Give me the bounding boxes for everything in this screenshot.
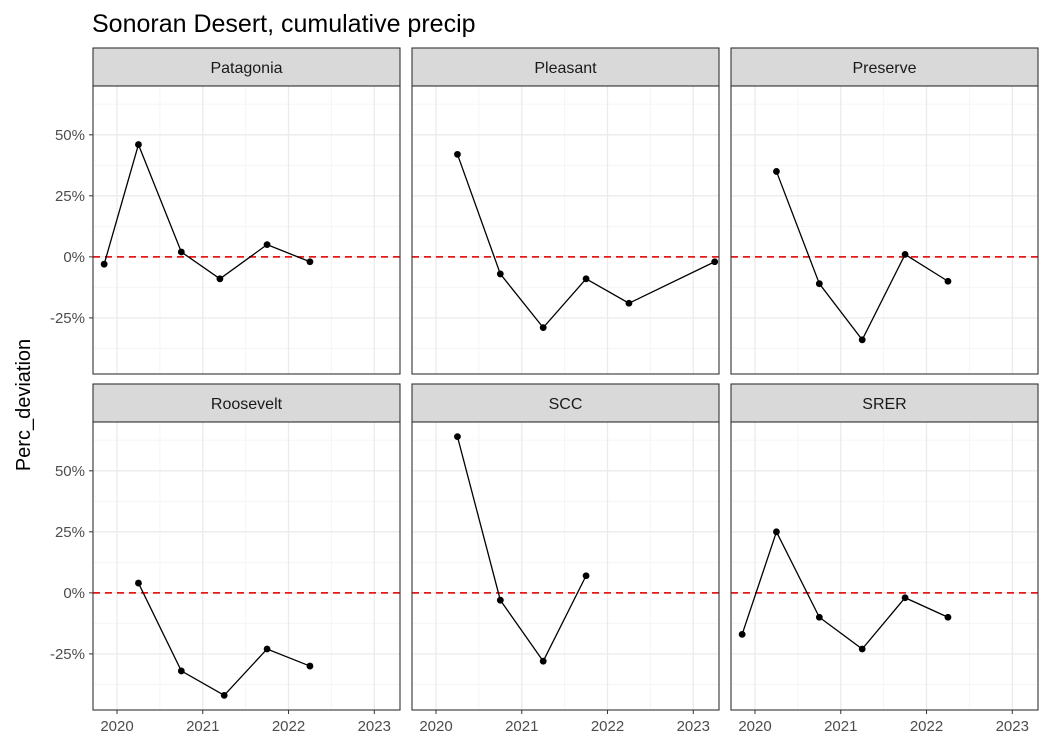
panel-border: [411, 85, 720, 375]
data-point: [944, 613, 952, 621]
facet-strip-label: Pleasant: [534, 60, 597, 77]
facet-strip: [730, 47, 1039, 87]
y-tick-label: 0%: [63, 249, 85, 266]
data-point: [858, 336, 866, 344]
x-tick-label: 2021: [186, 718, 219, 735]
y-tick-label: -25%: [50, 310, 85, 327]
x-tick-label: 2023: [996, 718, 1029, 735]
panel-border: [730, 85, 1039, 375]
x-tick-label: 2023: [677, 718, 710, 735]
x-tick-label: 2020: [100, 718, 133, 735]
data-point: [306, 258, 314, 266]
data-point: [216, 275, 224, 283]
x-tick-label: 2022: [272, 718, 305, 735]
data-point: [582, 572, 590, 580]
y-tick-label: 50%: [55, 127, 85, 144]
y-tick-label: 25%: [55, 524, 85, 541]
data-point: [539, 324, 547, 332]
data-point: [177, 667, 185, 675]
x-tick-label: 2022: [910, 718, 943, 735]
data-point: [815, 280, 823, 288]
facet-strip: [411, 47, 720, 87]
data-point: [711, 258, 719, 266]
data-point: [815, 613, 823, 621]
data-point: [263, 645, 271, 653]
y-axis-label: Perc_deviation: [13, 339, 35, 471]
panel-background: [731, 422, 1038, 710]
data-point: [901, 251, 909, 258]
facet-strip-label: Roosevelt: [211, 396, 283, 413]
data-point: [135, 579, 142, 587]
data-point: [306, 662, 314, 670]
facet-panel-pleasant: Pleasant: [411, 47, 720, 375]
panel-background: [93, 86, 400, 374]
data-point: [582, 275, 590, 283]
facet-strip-label: Preserve: [852, 60, 916, 77]
panel-background: [731, 86, 1038, 374]
x-tick-label: 2021: [505, 718, 538, 735]
facet-panel-scc: SCC 2020 2021 2022 2023: [411, 383, 720, 735]
data-point: [944, 277, 952, 285]
data-point: [263, 241, 271, 249]
panel-border: [411, 421, 720, 711]
data-point: [496, 270, 504, 278]
facet-strip: [92, 47, 401, 87]
data-point: [177, 248, 185, 256]
data-point: [625, 299, 633, 307]
series-line: [456, 436, 587, 663]
series-line: [456, 154, 715, 329]
data-point: [220, 691, 228, 699]
facet-strip-label: SCC: [549, 396, 583, 413]
data-point: [539, 657, 547, 665]
panel-background: [93, 422, 400, 710]
panel-border: [92, 421, 401, 711]
x-tick-label: 2020: [419, 718, 452, 735]
x-tick-label: 2022: [591, 718, 624, 735]
data-point: [773, 528, 780, 536]
x-tick-label: 2020: [738, 718, 771, 735]
panel-background: [412, 422, 719, 710]
y-tick-label: 50%: [55, 463, 85, 480]
data-point: [858, 645, 866, 653]
facet-strip: [92, 383, 401, 423]
data-point: [773, 168, 780, 175]
data-point: [100, 260, 108, 268]
data-point: [901, 594, 909, 602]
chart-title: Sonoran Desert, cumulative precip: [92, 10, 476, 38]
facet-panel-srer: SRER 2020 2021 2022 2023: [730, 383, 1039, 735]
x-tick-label: 2023: [358, 718, 391, 735]
data-point: [135, 141, 142, 148]
panel-border: [730, 421, 1039, 711]
data-point: [738, 630, 746, 638]
data-point: [496, 596, 504, 604]
data-point: [454, 150, 461, 158]
y-tick-label: 25%: [55, 188, 85, 205]
facet-panel-preserve: Preserve: [730, 47, 1039, 375]
panel-border: [92, 85, 401, 375]
panel-background: [412, 86, 719, 374]
facet-strip-label: SRER: [862, 396, 906, 413]
data-point: [454, 433, 461, 441]
series-line: [741, 530, 949, 650]
facet-panels: Patagonia -25% 0% 25% 50% Pleasant Preserve Roo…: [50, 47, 1039, 735]
facet-strip-label: Patagonia: [210, 60, 282, 77]
series-line: [103, 142, 311, 280]
facet-strip: [730, 383, 1039, 423]
facet-panel-patagonia: Patagonia -25% 0% 25% 50%: [50, 47, 401, 375]
x-tick-label: 2021: [824, 718, 857, 735]
facet-panel-roosevelt: Roosevelt -25% 0% 25% 50% 2020 2021 2022 2023: [50, 383, 401, 735]
y-tick-label: -25%: [50, 646, 85, 663]
y-tick-label: 0%: [63, 585, 85, 602]
